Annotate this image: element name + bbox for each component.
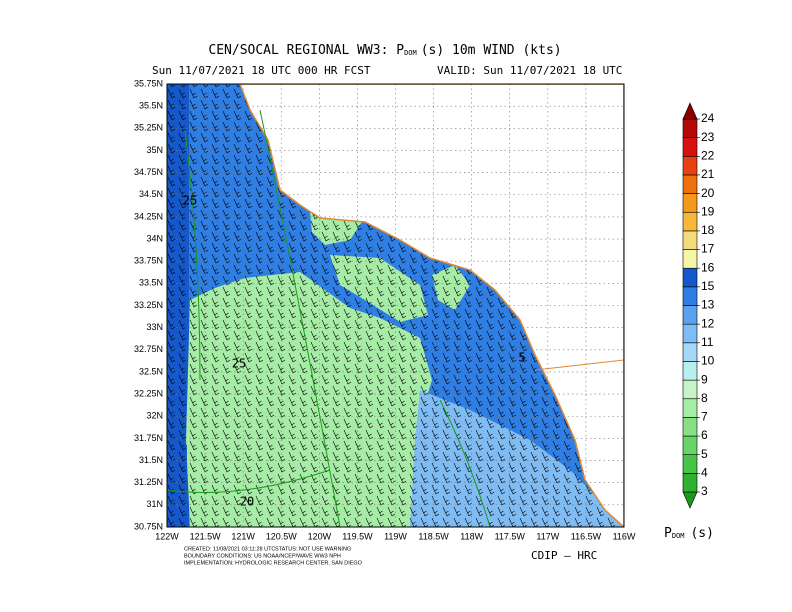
- x-tick-label: 116.5W: [571, 531, 602, 541]
- colorbar: 3 4 5 6 7 8 9 10 11 12 13 15 16 17 18 19 20 21 22 23 24: [682, 102, 715, 509]
- y-tick-label: 32.5N: [139, 366, 163, 376]
- contour-label: 5: [518, 351, 525, 365]
- border: [534, 359, 624, 371]
- x-tick-label: 116W: [613, 531, 636, 541]
- colorbar-bin: [682, 286, 698, 306]
- y-tick-label: 30.75N: [134, 521, 163, 531]
- y-tick-label: 32.25N: [134, 388, 163, 398]
- colorbar-tick-label: 16: [701, 260, 715, 274]
- contour-label: 25: [232, 357, 246, 371]
- colorbar-bin: [682, 230, 698, 250]
- colorbar-tick-label: 4: [701, 466, 708, 480]
- colorbar-tick-label: 18: [701, 223, 715, 237]
- x-tick-label: 117.5W: [495, 531, 526, 541]
- y-tick-label: 33.25N: [134, 300, 163, 310]
- x-tick-label: 122W: [155, 531, 179, 541]
- colorbar-bin: [682, 379, 698, 400]
- colorbar-tick-label: 17: [701, 242, 715, 256]
- y-tick-label: 32.75N: [134, 344, 163, 354]
- status: STATUS: NOT USE WARNING: [275, 546, 351, 552]
- boundary: BOUNDARY CONDITIONS: US NOAA/NCEP/WAVE W…: [184, 553, 341, 559]
- colorbar-tick-label: 23: [701, 130, 715, 144]
- colorbar-tick-label: 21: [701, 167, 715, 181]
- created: CREATED: 11/08/2021 03:11:28 UTC: [184, 546, 275, 552]
- y-tick-label: 33N: [146, 322, 163, 332]
- colorbar-bin: [682, 323, 698, 344]
- colorbar-tick-label: 22: [701, 148, 715, 162]
- implementation: IMPLEMENTATION: HYDROLOGIC RESEARCH CENT…: [184, 560, 363, 566]
- colorbar-tick-label: 6: [701, 428, 708, 442]
- credit: CDIP — HRC: [531, 549, 597, 562]
- map-frame: [166, 83, 625, 528]
- y-tick-label: 34.75N: [134, 167, 163, 177]
- colorbar-tick-label: 12: [701, 316, 715, 330]
- colorbar-tick-label: 11: [701, 335, 714, 349]
- colorbar-tick-label: 7: [701, 410, 708, 424]
- y-tick-label: 34.5N: [139, 189, 163, 199]
- colorbar-tick-label: 24: [701, 111, 715, 125]
- contour: [167, 109, 491, 527]
- x-tick-label: 117W: [536, 531, 559, 541]
- y-tick-label: 34.25N: [134, 211, 163, 221]
- colorbar-bin: [682, 454, 698, 474]
- y-tick-label: 35.25N: [134, 123, 163, 133]
- colorbar-bin: [682, 361, 698, 381]
- colorbar-bin: [682, 137, 698, 157]
- x-tick-label: 118.5W: [418, 531, 449, 541]
- y-tick-label: 31N: [146, 499, 163, 509]
- colorbar-tick-label: 20: [701, 186, 715, 200]
- colorbar-cap: [682, 491, 698, 509]
- colorbar-bin: [682, 193, 698, 213]
- contour-label: 25: [183, 194, 197, 208]
- colorbar-tick-label: 15: [701, 279, 715, 293]
- colorbar-cap: [682, 102, 698, 120]
- y-tick-label: 32N: [146, 411, 163, 421]
- x-tick-label: 120W: [308, 531, 332, 541]
- colorbar-bin: [682, 398, 698, 418]
- colorbar-bin: [682, 249, 698, 269]
- y-tick-label: 35.75N: [134, 78, 163, 88]
- colorbar-bin: [682, 211, 698, 232]
- colorbar-tick-label: 3: [701, 484, 708, 498]
- contour-label: 20: [240, 495, 254, 509]
- footer: CREATED: 11/08/2021 03:11:28 UTC STATUS:…: [184, 546, 363, 566]
- y-tick-label: 31.25N: [134, 477, 163, 487]
- valid-time: VALID: Sun 11/07/2021 18 UTC: [437, 64, 622, 77]
- y-tick-label: 33.5N: [139, 278, 163, 288]
- x-tick-label: 120.5W: [266, 531, 298, 541]
- colorbar-bin: [682, 473, 698, 493]
- colorbar-tick-label: 8: [701, 391, 708, 405]
- colorbar-tick-label: 9: [701, 372, 708, 386]
- y-tick-label: 35.5N: [139, 101, 163, 111]
- colorbar-bin: [682, 305, 698, 325]
- x-tick-label: 118W: [460, 531, 483, 541]
- y-tick-label: 34N: [146, 233, 163, 243]
- colorbar-bin: [682, 267, 698, 288]
- colorbar-label: PDOM (s): [664, 526, 714, 541]
- x-tick-label: 119W: [384, 531, 407, 541]
- colorbar-bin: [682, 417, 698, 437]
- colorbar-bin: [682, 118, 698, 138]
- title: CEN/SOCAL REGIONAL WW3: PDOM (s) 10m WIND…: [208, 43, 561, 58]
- x-tick-label: 121W: [231, 531, 255, 541]
- x-tick-label: 121.5W: [190, 531, 222, 541]
- colorbar-bin: [682, 174, 698, 194]
- colorbar-tick-label: 10: [701, 354, 715, 368]
- colorbar-bin: [682, 156, 698, 176]
- colorbar-tick-label: 5: [701, 447, 708, 461]
- y-tick-label: 35N: [146, 145, 163, 155]
- colorbar-bin: [682, 342, 698, 362]
- colorbar-bin: [682, 435, 698, 455]
- colorbar-tick-label: 19: [701, 204, 715, 218]
- colorbar-tick-label: 13: [701, 298, 715, 312]
- run-time: Sun 11/07/2021 18 UTC 000 HR FCST: [152, 64, 371, 77]
- y-tick-label: 31.75N: [134, 433, 163, 443]
- y-tick-label: 31.5N: [139, 455, 163, 465]
- x-tick-label: 119.5W: [342, 531, 373, 541]
- y-tick-label: 33.75N: [134, 256, 163, 266]
